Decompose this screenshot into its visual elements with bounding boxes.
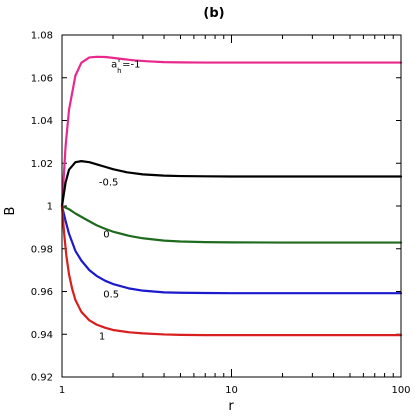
y-tick-label: 1.04 [31,116,53,127]
series-label-2: 0 [103,229,109,240]
y-tick-label: 0.92 [31,373,53,384]
y-tick-label: 1.08 [31,31,53,42]
y-tick-label: 0.98 [31,244,53,255]
series-line-0 [60,55,403,208]
x-tick-label: 100 [391,385,410,396]
annotation-symbol: a [111,59,117,70]
chart-title: (b) [203,6,224,21]
series-line-4 [60,204,403,337]
x-tick-label: 1 [59,385,65,396]
x-tick-label: 10 [225,385,238,396]
series-label-3: 0.5 [103,289,119,300]
annotation-prime: ' [118,58,121,69]
plot-frame [61,34,402,378]
y-tick-label: 1.02 [31,159,53,170]
series-label-4: 1 [99,332,105,343]
series-line-2 [60,204,403,244]
y-tick-label: 1.06 [31,73,53,84]
series-line-3 [60,204,403,295]
y-axis-label: B [3,207,18,216]
x-axis-label: r [228,399,234,414]
series-labels: a'h=-1 -0.5 0 0.5 1 [99,58,141,342]
annotation-subscript: h [117,67,121,75]
series-layer [60,55,403,337]
series-label-1: -0.5 [99,178,119,189]
y-tick-label: 0.96 [31,287,53,298]
series-label-0: =-1 [122,59,140,70]
y-tick-label: 1 [47,202,53,213]
series-line-1 [60,160,403,208]
y-tick-label: 0.94 [31,330,53,341]
